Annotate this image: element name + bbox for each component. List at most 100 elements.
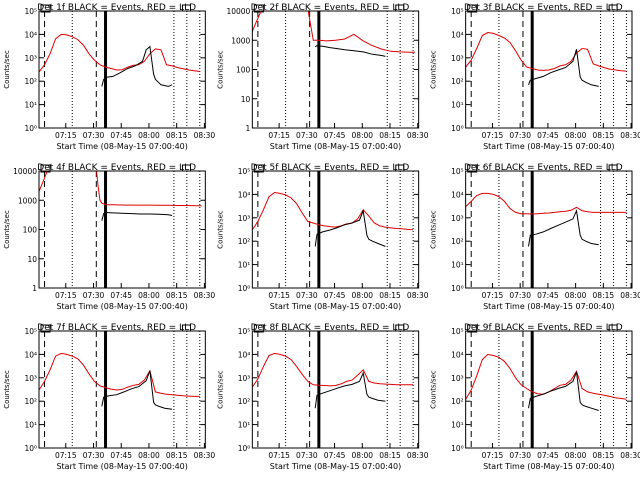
y-tick-label: 10² (24, 77, 37, 86)
y-tick-label: 10³ (451, 54, 464, 63)
panel-title: Det 9f BLACK = Events, RED = LLD (464, 323, 623, 333)
y-tick-label: 10⁵ (238, 167, 251, 176)
x-tick-label: 08:30 (620, 451, 640, 460)
x-tick-label: 08:15 (166, 451, 188, 460)
series-lld-line (252, 352, 414, 388)
x-tick-label: 07:30 (296, 291, 318, 300)
x-tick-label: 07:15 (55, 291, 77, 300)
x-tick-label: 08:30 (620, 291, 640, 300)
x-tick-label: 07:30 (509, 131, 531, 140)
x-axis-label: Start Time (08-May-15 07:00:40) (56, 142, 187, 151)
legend-corner-box (253, 4, 264, 13)
x-tick-label: 07:15 (268, 131, 290, 140)
y-tick-label: 10⁵ (451, 7, 464, 16)
x-tick-label: 07:15 (55, 131, 77, 140)
x-tick-label: 08:15 (593, 291, 615, 300)
y-tick-label: 1000 (231, 36, 250, 45)
plot-frame (251, 330, 420, 449)
x-tick-label: 07:30 (83, 131, 105, 140)
x-tick-label: 07:45 (537, 131, 559, 140)
x-tick-label: 07:45 (324, 131, 346, 140)
y-tick-label: 10² (24, 397, 37, 406)
series-events-line (101, 370, 173, 410)
x-tick-label: 08:30 (620, 131, 640, 140)
y-tick-label: 10² (238, 397, 251, 406)
y-tick-label: 10⁰ (24, 124, 37, 133)
plot-frame (251, 170, 420, 289)
plot-frame (465, 170, 633, 289)
series-lld-line (39, 171, 202, 207)
x-tick-label: 07:30 (509, 291, 531, 300)
x-tick-label: 08:30 (194, 131, 216, 140)
panel-title: Det 1f BLACK = Events, RED = LLD (37, 3, 196, 13)
y-tick-label: 10⁰ (451, 124, 464, 133)
y-tick-label: 10⁰ (24, 444, 37, 453)
panel-title: Det 7f BLACK = Events, RED = LLD (37, 323, 196, 333)
x-tick-label: 08:15 (379, 451, 401, 460)
y-tick-label: 10⁴ (451, 190, 464, 199)
x-axis-label: Start Time (08-May-15 07:00:40) (483, 142, 614, 151)
legend-corner-box (40, 324, 51, 333)
y-tick-label: 10³ (24, 374, 37, 383)
y-tick-label: 10² (451, 77, 464, 86)
y-tick-label: 10⁰ (451, 444, 464, 453)
y-tick-label: 10 (241, 95, 251, 104)
x-tick-label: 07:45 (537, 291, 559, 300)
y-axis-label: Counts/sec (430, 370, 438, 409)
detector-panel-8: Det 8f BLACK = Events, RED = LLD 10⁰ 10¹ 10… (216, 323, 428, 471)
x-tick-label: 07:45 (110, 131, 132, 140)
y-axis-label: Counts/sec (216, 50, 224, 89)
x-tick-label: 08:30 (194, 291, 216, 300)
y-tick-label: 10⁴ (238, 190, 251, 199)
x-tick-label: 07:45 (110, 291, 132, 300)
legend-corner-box (467, 164, 478, 173)
x-tick-label: 08:15 (593, 131, 615, 140)
x-tick-label: 07:45 (324, 451, 346, 460)
y-axis-label: Counts/sec (3, 370, 11, 409)
y-tick-label: 10¹ (24, 101, 37, 110)
x-tick-label: 07:30 (509, 451, 531, 460)
y-tick-label: 10¹ (451, 261, 464, 270)
x-tick-label: 07:45 (110, 451, 132, 460)
x-tick-label: 07:15 (268, 451, 290, 460)
y-axis-label: Counts/sec (216, 210, 224, 249)
y-tick-label: 1000 (18, 196, 37, 205)
series-events-line (101, 211, 173, 221)
panel-title: Det 2f BLACK = Events, RED = LLD (251, 3, 410, 13)
series-events-line (314, 371, 386, 409)
series-events-line (528, 209, 599, 247)
y-tick-label: 10⁵ (238, 327, 251, 336)
x-tick-label: 08:30 (407, 291, 429, 300)
y-tick-label: 10¹ (238, 421, 251, 430)
y-tick-label: 10000 (13, 167, 37, 176)
panel-title: Det 5f BLACK = Events, RED = LLD (251, 163, 410, 173)
x-tick-label: 08:00 (565, 291, 587, 300)
series-lld-line (39, 33, 200, 73)
plot-frame (251, 10, 420, 129)
x-axis-label: Start Time (08-May-15 07:00:40) (483, 302, 614, 311)
detector-panel-5: Det 5f BLACK = Events, RED = LLD 10⁰ 10¹ 10… (216, 163, 428, 311)
y-tick-label: 10² (451, 397, 464, 406)
x-tick-label: 08:00 (138, 451, 160, 460)
y-tick-label: 10³ (451, 374, 464, 383)
y-axis-label: Counts/sec (3, 50, 11, 89)
detector-panel-4: Det 4f BLACK = Events, RED = LLD 1 10 100 10… (3, 163, 215, 311)
y-axis-label: Counts/sec (216, 370, 224, 409)
plot-frame (38, 330, 206, 449)
y-tick-label: 10⁰ (451, 284, 464, 293)
legend-corner-box (467, 324, 478, 333)
y-axis-label: Counts/sec (3, 210, 11, 249)
series-events-line (314, 208, 386, 247)
x-tick-label: 08:00 (351, 291, 373, 300)
x-tick-label: 08:00 (565, 131, 587, 140)
x-tick-label: 08:00 (351, 131, 373, 140)
detector-panel-1: Det 1f BLACK = Events, RED = LLD 10⁰ 10¹ 10… (3, 3, 215, 151)
legend-corner-box (253, 324, 264, 333)
y-tick-label: 100 (236, 66, 251, 75)
series-lld-line (252, 11, 415, 53)
y-tick-label: 10⁵ (24, 7, 37, 16)
y-tick-label: 10¹ (451, 101, 464, 110)
y-tick-label: 10⁵ (451, 167, 464, 176)
y-tick-label: 10² (238, 237, 251, 246)
